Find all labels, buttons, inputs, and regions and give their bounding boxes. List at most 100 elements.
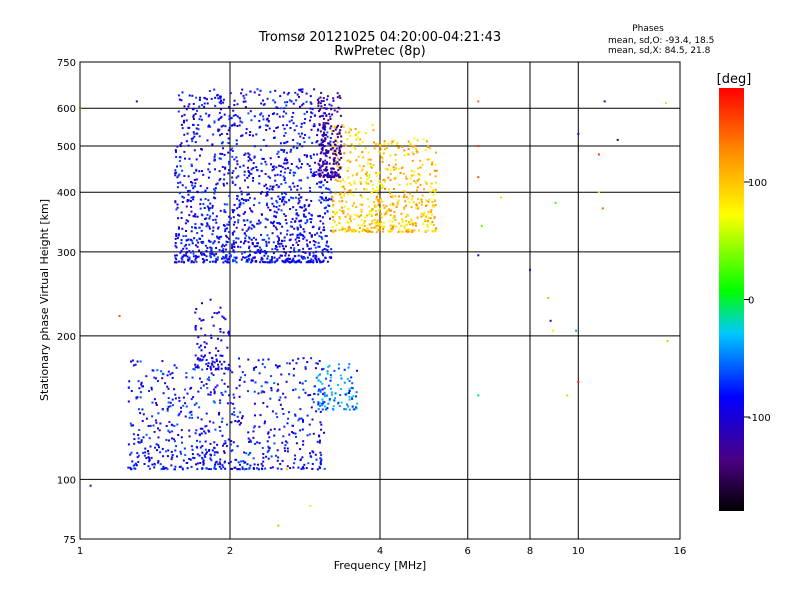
data-point (554, 201, 557, 204)
data-point (233, 203, 236, 206)
data-point (331, 205, 334, 208)
data-point (417, 206, 420, 209)
data-point (236, 468, 239, 471)
data-point (238, 205, 241, 208)
data-point (196, 245, 199, 248)
data-point (262, 453, 265, 455)
data-point (265, 240, 268, 243)
data-point (340, 140, 343, 143)
data-point (159, 463, 162, 466)
data-point (301, 104, 304, 107)
data-point (222, 101, 225, 104)
data-point (293, 227, 296, 230)
data-point (380, 147, 383, 150)
data-point (283, 191, 286, 194)
data-point (311, 418, 314, 421)
data-point (311, 234, 313, 237)
data-point (333, 176, 336, 179)
data-point (435, 181, 438, 184)
data-point (400, 167, 403, 170)
data-point (407, 148, 410, 151)
data-point (328, 112, 331, 115)
data-point (368, 230, 371, 233)
data-point (258, 175, 261, 178)
data-point (424, 180, 427, 183)
data-point (351, 382, 354, 385)
data-point (166, 468, 169, 471)
data-point (322, 100, 325, 103)
data-point (279, 396, 282, 399)
data-point (182, 396, 185, 399)
data-point (177, 414, 180, 417)
data-point (149, 467, 151, 470)
data-point (176, 145, 179, 148)
data-point (366, 227, 369, 230)
data-point (137, 454, 140, 457)
data-point (174, 174, 177, 177)
data-point (334, 174, 337, 177)
data-point (207, 125, 210, 128)
data-point (198, 99, 201, 101)
data-point (261, 260, 264, 263)
data-point (202, 459, 205, 462)
data-point (413, 222, 416, 224)
data-point (286, 140, 289, 143)
data-point (180, 429, 183, 432)
data-point (345, 408, 347, 411)
data-point (293, 129, 296, 132)
data-point (157, 461, 160, 464)
data-point (166, 408, 169, 410)
data-point (339, 152, 342, 155)
data-point (350, 376, 353, 379)
data-point (243, 251, 246, 254)
data-point (373, 141, 375, 144)
data-point (324, 167, 327, 170)
data-point (319, 175, 321, 178)
data-point (282, 175, 285, 178)
data-point (285, 104, 288, 107)
data-point (206, 451, 208, 454)
data-point (375, 195, 378, 198)
data-point (190, 200, 192, 203)
data-point (264, 124, 267, 127)
data-point (292, 122, 295, 125)
data-point (235, 387, 238, 390)
data-point (318, 226, 321, 229)
data-point (320, 236, 323, 239)
data-point (284, 141, 287, 144)
data-point (193, 178, 196, 181)
data-point (134, 363, 137, 366)
data-point (231, 181, 234, 184)
data-point (190, 410, 193, 413)
data-point (233, 209, 236, 212)
data-point (232, 242, 235, 244)
data-point (415, 150, 418, 153)
data-point (420, 212, 423, 215)
data-point (278, 245, 281, 248)
data-point (276, 390, 279, 393)
data-point (428, 158, 431, 161)
data-point (157, 460, 160, 463)
data-point (213, 88, 216, 91)
data-point (243, 154, 246, 156)
data-point (190, 210, 193, 213)
data-point (248, 237, 251, 240)
data-point (264, 250, 266, 253)
data-point (252, 134, 254, 137)
data-point (192, 187, 195, 190)
data-point (328, 142, 331, 145)
data-point (228, 330, 231, 333)
data-point (375, 174, 378, 177)
data-point (274, 101, 277, 104)
data-point (315, 250, 318, 253)
data-point (248, 236, 251, 239)
data-point (133, 467, 136, 470)
phases-mean-x: mean, sd,X: 84.5, 21.8 (608, 46, 711, 56)
data-point (426, 220, 429, 223)
data-point (208, 376, 210, 379)
data-point (416, 139, 419, 142)
data-point (290, 119, 293, 122)
data-point (323, 140, 326, 143)
data-point (248, 440, 251, 443)
data-point (370, 166, 373, 169)
